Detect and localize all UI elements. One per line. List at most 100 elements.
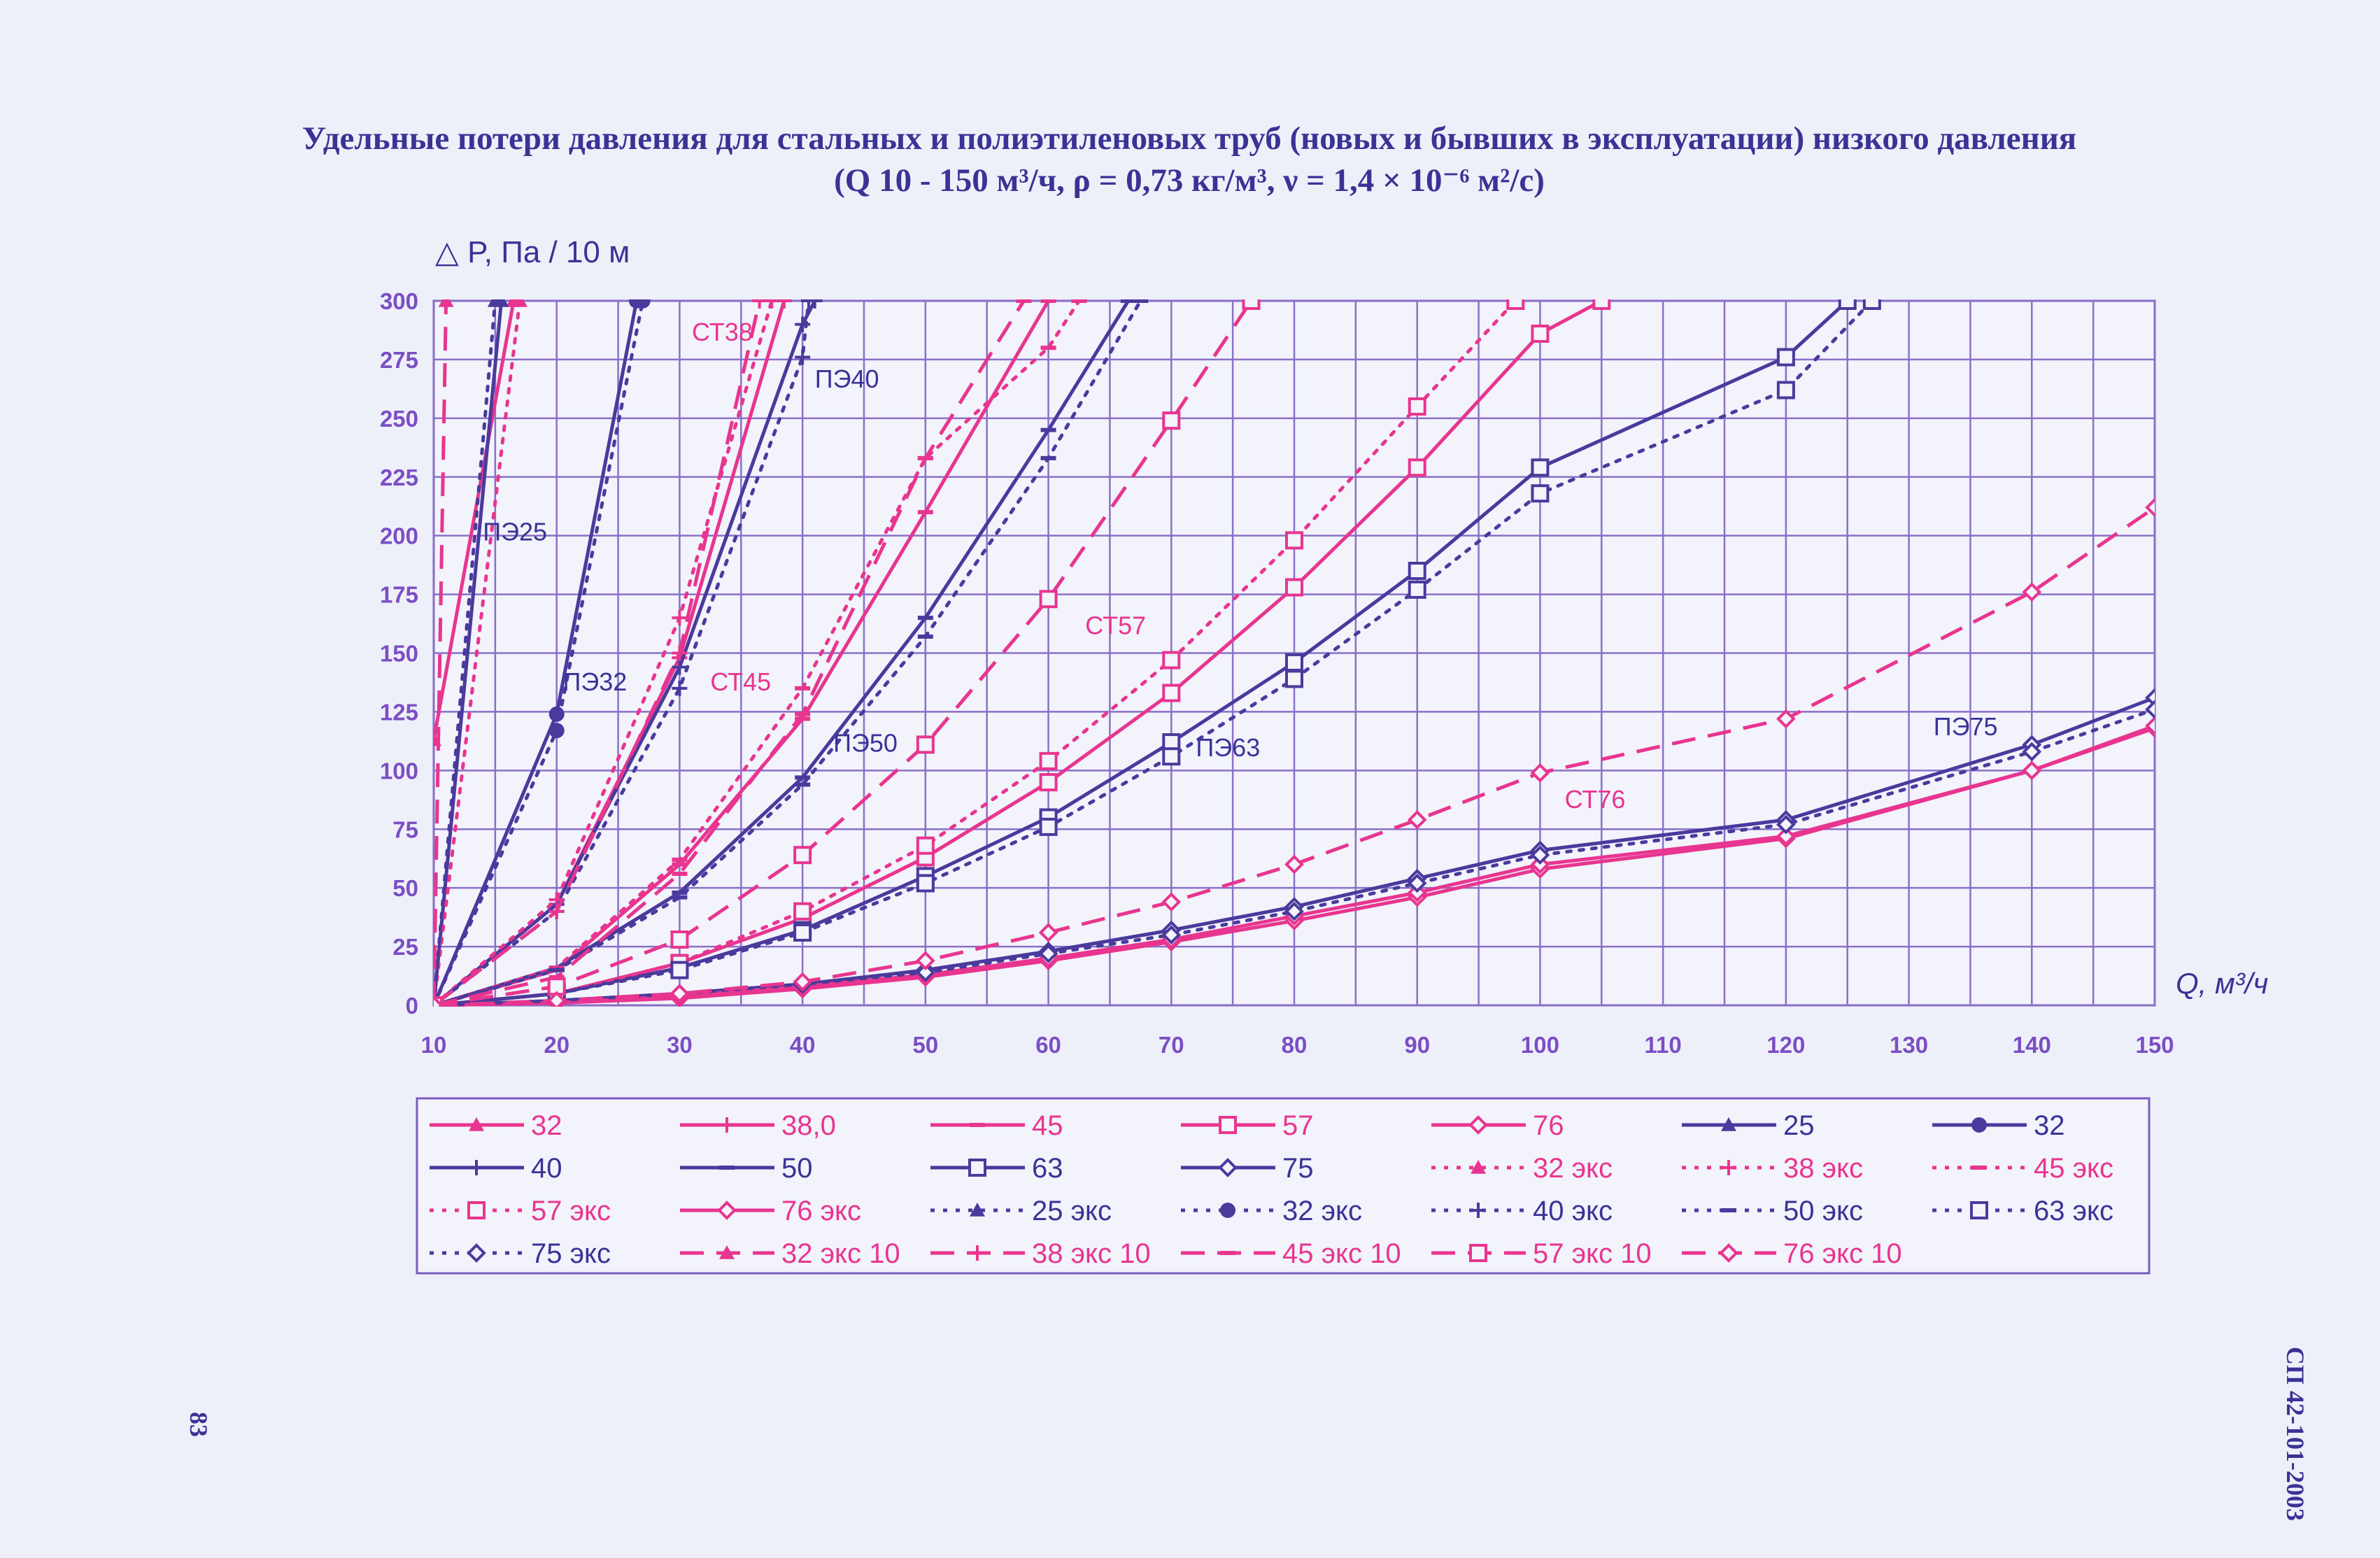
data-point: [2022, 760, 2042, 781]
curve-label: СТ76: [1565, 785, 1626, 814]
legend-marker: [469, 1160, 484, 1175]
legend-item: 32 экс: [1431, 1153, 1613, 1184]
curve-label: ПЭ50: [833, 728, 898, 757]
legend-item: 32: [430, 1110, 562, 1141]
y-tick-label: 250: [380, 406, 418, 432]
legend-label: 45 экс: [2034, 1153, 2113, 1184]
data-point: [670, 961, 689, 979]
series-line: [434, 300, 516, 741]
data-point: [2145, 497, 2155, 518]
legend-label: 76 экс 10: [1783, 1238, 1902, 1269]
data-point: [1039, 590, 1058, 609]
x-tick-label: 90: [1404, 1032, 1430, 1058]
legend-label: 38 экс: [1783, 1153, 1863, 1184]
x-axis-label: Q, м³/ч: [2176, 967, 2268, 1000]
legend-item: 25: [1682, 1110, 1815, 1141]
data-point: [1038, 944, 1058, 963]
legend-label: 32 экс: [1533, 1153, 1613, 1184]
legend-marker: [970, 1203, 985, 1217]
x-tick-label: 50: [912, 1032, 938, 1058]
series-group: [434, 299, 2155, 1007]
x-tick-label: 150: [2135, 1032, 2174, 1058]
data-point: [1862, 299, 1881, 310]
data-point: [1162, 684, 1181, 702]
legend-box: [416, 1097, 2151, 1275]
x-tick-label: 80: [1282, 1032, 1308, 1058]
series-line: [434, 299, 1874, 1007]
y-tick-label: 175: [380, 582, 418, 608]
data-point: [635, 299, 651, 309]
data-point: [1776, 814, 1796, 835]
legend-label: 76: [1533, 1110, 1564, 1141]
legend-label: 45: [1032, 1110, 1063, 1141]
legend-item: 76 экс 10: [1682, 1238, 1902, 1269]
legend-label: 75 экс: [531, 1238, 611, 1269]
legend-item: 50: [680, 1153, 813, 1184]
legend-marker: [1721, 1117, 1736, 1131]
data-point: [1407, 809, 1427, 830]
series-line: [434, 299, 811, 1007]
legend-item: 32: [1932, 1110, 2065, 1141]
data-point: [795, 349, 811, 365]
data-point: [916, 963, 935, 982]
series-line: [434, 299, 774, 1007]
data-point: [793, 972, 812, 992]
legend-marker: [970, 1245, 985, 1261]
x-tick-label: 140: [2013, 1032, 2051, 1058]
x-tick-label: 100: [1521, 1032, 1559, 1058]
data-point: [1284, 901, 1304, 921]
curve-label: ПЭ63: [1196, 733, 1260, 762]
legend-marker: [968, 1159, 986, 1177]
curve-label: ПЭ40: [815, 364, 879, 393]
x-tick-label: 10: [421, 1032, 447, 1058]
legend-marker: [1219, 1116, 1237, 1134]
y-tick-label: 275: [380, 347, 418, 373]
data-point: [2022, 742, 2042, 762]
data-point: [793, 902, 812, 921]
page-number: 83: [185, 1412, 213, 1437]
legend-item: 63 экс: [1932, 1196, 2113, 1226]
legend-label: 57: [1282, 1110, 1314, 1141]
data-point: [672, 645, 688, 661]
legend-label: 50: [781, 1153, 813, 1184]
x-tick-label: 20: [544, 1032, 569, 1058]
data-point: [751, 299, 767, 309]
y-tick-label: 25: [392, 934, 418, 960]
x-tick-label: 130: [1890, 1032, 1928, 1058]
x-tick-label: 60: [1035, 1032, 1061, 1058]
chart-title-line2: (Q 10 - 150 м³/ч, ρ = 0,73 кг/м³, ν = 1,…: [834, 162, 1545, 199]
legend: 32 38,0 45 57 76 25 32 40 50 63 75 32 экс 38 экс 45 э…: [430, 1110, 2113, 1269]
y-tick-label: 200: [380, 523, 418, 549]
curve-label: ПЭ25: [483, 517, 547, 546]
legend-item: 45 экс: [1932, 1153, 2113, 1184]
data-point: [916, 874, 935, 893]
y-axis-label: △ P, Па / 10 м: [435, 235, 630, 269]
data-point: [548, 723, 565, 739]
series-line: [434, 299, 1517, 1007]
x-tick-label: 120: [1766, 1032, 1805, 1058]
legend-item: 57 экс 10: [1431, 1238, 1652, 1269]
data-point: [1531, 324, 1550, 343]
data-point: [670, 984, 690, 1004]
data-point: [670, 930, 689, 949]
data-point: [1838, 299, 1857, 310]
data-point: [1285, 653, 1303, 672]
legend-marker: [1218, 1158, 1238, 1177]
series-line: [434, 300, 762, 1007]
legend-item: 32 экс 10: [680, 1238, 900, 1269]
data-point: [1162, 747, 1181, 766]
series-line: [434, 299, 497, 1007]
data-point: [512, 299, 527, 307]
legend-label: 57 экс 10: [1533, 1238, 1652, 1269]
data-point: [1285, 578, 1303, 597]
data-point: [546, 991, 567, 1007]
legend-label: 25 экс: [1032, 1196, 1112, 1226]
data-point: [1408, 580, 1426, 599]
curve-label: ПЭ75: [1934, 712, 1998, 741]
data-point: [1776, 709, 1796, 729]
legend-item: 32 экс: [1181, 1196, 1362, 1226]
x-tick-label: 70: [1159, 1032, 1184, 1058]
x-tick-label: 40: [790, 1032, 816, 1058]
data-point: [916, 836, 935, 855]
legend-item: 38,0: [680, 1110, 836, 1141]
